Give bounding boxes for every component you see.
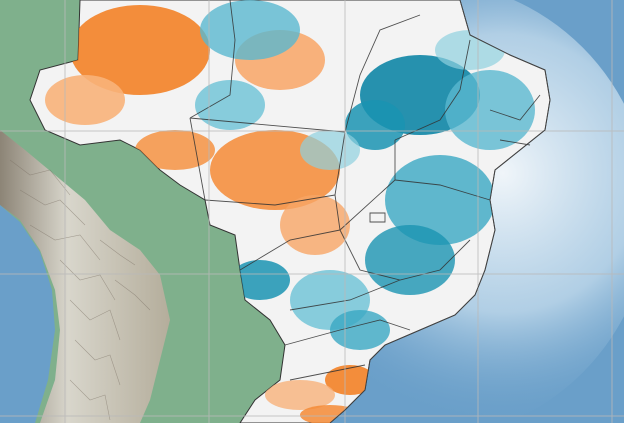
coastline — [329, 0, 551, 423]
wet-patch — [365, 225, 455, 295]
wet-patch — [200, 0, 300, 60]
dry-patch — [45, 75, 125, 125]
pacific-ocean — [0, 205, 55, 423]
state-borders — [189, 0, 541, 381]
wet-patch — [230, 260, 290, 300]
wet-patch — [345, 100, 405, 150]
wet-patch — [385, 155, 495, 245]
dry-patch — [325, 365, 375, 395]
andes-texture — [9, 159, 151, 421]
dry-patch — [280, 195, 350, 255]
dry-patch — [265, 380, 335, 410]
wet-patch — [300, 130, 360, 170]
dry-patch — [70, 5, 210, 95]
anomaly-layer — [45, 0, 535, 423]
wet-patch — [195, 80, 265, 130]
dry-patch — [135, 130, 215, 170]
